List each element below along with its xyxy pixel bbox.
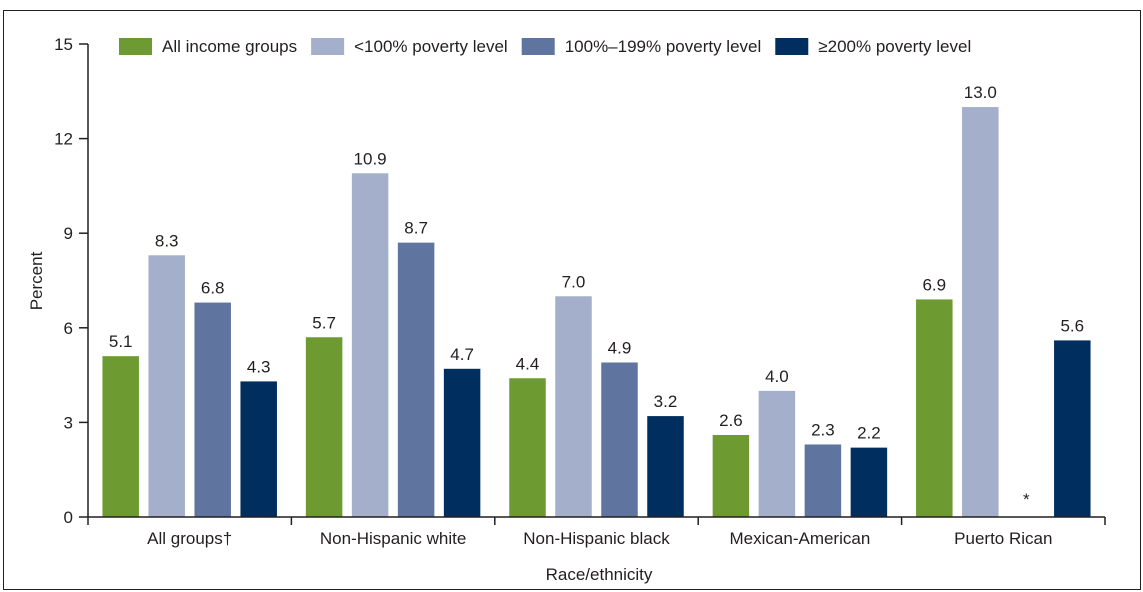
x-axis: All groups† Non-Hispanic white Non-Hispani… [87,516,1106,548]
bar [758,390,796,517]
data-label: 5.7 [312,313,336,332]
legend-swatch [521,38,555,55]
bar [102,356,139,517]
bar [397,242,435,517]
bar [194,302,231,517]
bar [804,444,842,517]
y-tick-label: 6 [64,319,73,338]
x-tick-label: Non-Hispanic white [320,529,466,548]
bar [962,107,999,518]
bar [647,416,684,517]
bar [305,337,343,517]
bar [240,381,277,517]
y-tick-label: 15 [54,35,73,54]
legend-label: 100%–199% poverty level [565,37,762,56]
chart-frame [3,10,1141,590]
y-axis: 0 3 6 9 12 15 [54,35,89,527]
legend-label: All income groups [162,37,297,56]
legend: All income groups <100% poverty level 100%… [119,37,971,56]
x-tick-label: Non-Hispanic black [523,529,670,548]
legend-label: <100% poverty level [354,37,508,56]
legend-swatch [775,38,809,55]
x-tick-label: Puerto Rican [954,529,1052,548]
legend-swatch [119,38,152,55]
y-tick-label: 9 [64,224,73,243]
data-label: 4.0 [765,367,789,386]
y-tick-label: 12 [54,130,73,149]
data-label: 4.3 [247,357,271,376]
x-axis-title: Race/ethnicity [546,565,653,584]
bar [1054,340,1091,517]
legend-swatch [311,38,345,55]
data-label: 6.9 [922,275,946,294]
legend-label: ≥200% poverty level [818,37,971,56]
data-label: 3.2 [654,392,678,411]
data-label: 10.9 [354,149,387,168]
bar [509,378,546,517]
y-tick-label: 0 [64,508,73,527]
x-tick-label: Mexican-American [730,529,871,548]
data-labels: 5.1 8.3 6.8 4.3 5.7 10.9 8.7 4.7 4.4 7.0 4.9 3.2 2.6… [109,83,1084,509]
x-tick-label: All groups† [147,529,232,548]
data-label: 4.7 [450,345,474,364]
bars [102,107,1091,518]
data-label: 7.0 [562,272,586,291]
y-axis-title: Percent [27,251,46,310]
data-label: 4.9 [608,338,632,357]
bar [712,435,750,517]
data-label: 5.6 [1060,316,1084,335]
data-label: 2.6 [719,411,743,430]
data-label: * [1023,490,1030,509]
data-label: 13.0 [964,83,997,102]
data-label: 2.3 [811,420,835,439]
bar [916,299,953,517]
bar [555,296,592,517]
bar [850,447,888,517]
data-label: 5.1 [109,332,133,351]
data-label: 8.7 [404,219,428,238]
data-label: 4.4 [516,354,540,373]
bar [148,255,185,518]
data-label: 2.2 [857,424,881,443]
data-label: 8.3 [155,231,179,250]
bar [601,362,638,517]
y-tick-label: 3 [64,413,73,432]
bar [443,368,481,517]
data-label: 6.8 [201,279,225,298]
bar [351,173,389,517]
